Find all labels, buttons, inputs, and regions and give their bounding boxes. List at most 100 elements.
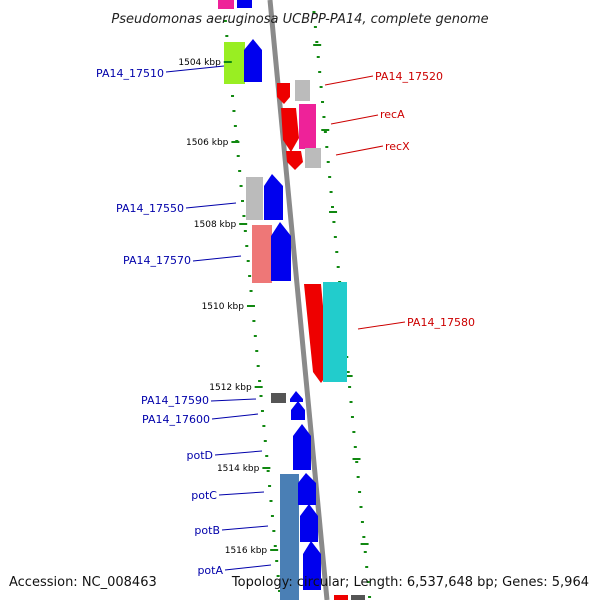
ruler-dot [358, 491, 362, 493]
scale-tick-label: 1514 kbp [217, 464, 260, 474]
ruler-dot [236, 155, 240, 157]
ruler-dot [362, 536, 366, 538]
ruler-dash [313, 44, 322, 46]
gene-label-reverse[interactable]: PA14_17580 [407, 316, 475, 329]
scale-tick-label: 1512 kbp [209, 383, 252, 393]
scale-tick-mark [239, 223, 248, 225]
ruler-dot [313, 26, 317, 28]
gene-label-forward[interactable]: PA14_17570 [123, 254, 191, 267]
feature-pa14-17570[interactable] [252, 225, 272, 283]
gene-label-forward[interactable]: PA14_17600 [142, 413, 210, 426]
scale-tick-mark [254, 386, 263, 388]
feature-blue-arrow-2[interactable] [264, 174, 283, 220]
ruler-dot [266, 470, 270, 472]
ruler-dot [319, 86, 323, 88]
ruler-dot [273, 545, 277, 547]
ruler-dot [239, 185, 243, 187]
ruler-dot [322, 116, 326, 118]
gene-label-reverse[interactable]: recA [380, 108, 405, 121]
gene-leader-line [211, 413, 259, 420]
feature-bottom-grey[interactable] [351, 595, 365, 600]
topology-text: Topology: circular; Length: 6,537,648 bp… [231, 575, 589, 590]
gene-leader-line [165, 65, 225, 73]
ruler-dot [258, 380, 262, 382]
ruler-dash [344, 375, 353, 377]
ruler-dot [321, 101, 325, 103]
gene-label-forward[interactable]: PA14_17590 [141, 394, 209, 407]
feature-pa14-17590-arrow[interactable] [290, 391, 303, 402]
ruler-dot [323, 131, 327, 133]
ruler-dot [263, 440, 267, 442]
gene-label-forward[interactable]: PA14_17550 [116, 202, 184, 215]
ruler-dot [329, 191, 333, 193]
genome-backbone [267, 0, 330, 600]
feature-pa14-17580[interactable] [323, 282, 347, 382]
feature-reca-red[interactable] [281, 108, 299, 152]
feature-potb[interactable] [300, 504, 318, 542]
gene-label-forward[interactable]: PA14_17510 [96, 67, 164, 80]
gene-leader-line [324, 75, 374, 86]
ruler-dot [275, 560, 279, 562]
gene-label-forward[interactable]: potA [197, 564, 223, 577]
ruler-dot [246, 260, 250, 262]
ruler-dot [260, 410, 264, 412]
ruler-dot [348, 386, 352, 388]
gene-label-forward[interactable]: potC [191, 489, 217, 502]
ruler-dot [366, 581, 370, 583]
feature-reca[interactable] [299, 104, 316, 149]
feature-lightgreen[interactable] [224, 42, 245, 84]
gene-label-reverse[interactable]: recX [385, 140, 410, 153]
feature-bottom-red[interactable] [334, 595, 348, 600]
gene-label-reverse[interactable]: PA14_17520 [375, 70, 443, 83]
ruler-dot [232, 110, 236, 112]
feature-blue[interactable] [237, 0, 252, 8]
gene-leader-line [357, 321, 406, 330]
ruler-dot [231, 95, 235, 97]
feature-pa14-17590[interactable] [271, 393, 286, 403]
gene-leader-line [218, 491, 265, 496]
accession-text: Accession: NC_008463 [9, 575, 157, 590]
gene-label-forward[interactable]: potD [187, 449, 214, 462]
feature-red-small[interactable] [277, 83, 290, 104]
feature-grey-small[interactable] [295, 80, 310, 101]
ruler-dot [326, 161, 330, 163]
feature-magenta[interactable] [218, 0, 234, 9]
ruler-dot [249, 290, 253, 292]
ruler-dot [318, 71, 322, 73]
feature-blue-arrow-3[interactable] [271, 222, 291, 281]
gene-leader-line [214, 450, 263, 456]
gene-labels: PA14_17510 PA14_17550 PA14_17570 PA14_17590… [96, 65, 475, 577]
feature-steelblue[interactable] [280, 474, 299, 600]
scale-tick-mark [231, 141, 240, 143]
feature-red-long[interactable] [304, 284, 329, 383]
ruler-dot [312, 11, 316, 13]
ruler-dot [356, 476, 360, 478]
feature-blue-arrow[interactable] [244, 39, 262, 82]
scale-tick-label: 1508 kbp [194, 220, 237, 230]
feature-pota[interactable] [303, 541, 321, 590]
ruler-dot [359, 506, 363, 508]
ruler-dot [276, 575, 280, 577]
ruler-dot [256, 365, 260, 367]
ruler-dot [243, 230, 247, 232]
feature-potd[interactable] [293, 424, 311, 470]
scale-tick-mark [262, 467, 271, 469]
gene-label-forward[interactable]: potB [194, 524, 220, 537]
gene-leader-line [192, 255, 242, 262]
feature-pa14-17600[interactable] [291, 401, 305, 420]
ruler-dot [336, 266, 340, 268]
ruler-dot [259, 395, 263, 397]
gene-leader-line [330, 114, 379, 125]
ruler-dot [253, 335, 257, 337]
gene-leader-line [224, 564, 272, 571]
feature-recx-red[interactable] [286, 151, 303, 170]
ruler-dot [225, 35, 229, 37]
feature-recx[interactable] [305, 148, 321, 168]
feature-pa14-17550[interactable] [246, 177, 263, 220]
scale-tick-label: 1504 kbp [178, 58, 221, 68]
ruler-dot [352, 431, 356, 433]
ruler-dot [335, 251, 339, 253]
ruler-dot [363, 551, 367, 553]
feature-potc[interactable] [298, 473, 316, 505]
